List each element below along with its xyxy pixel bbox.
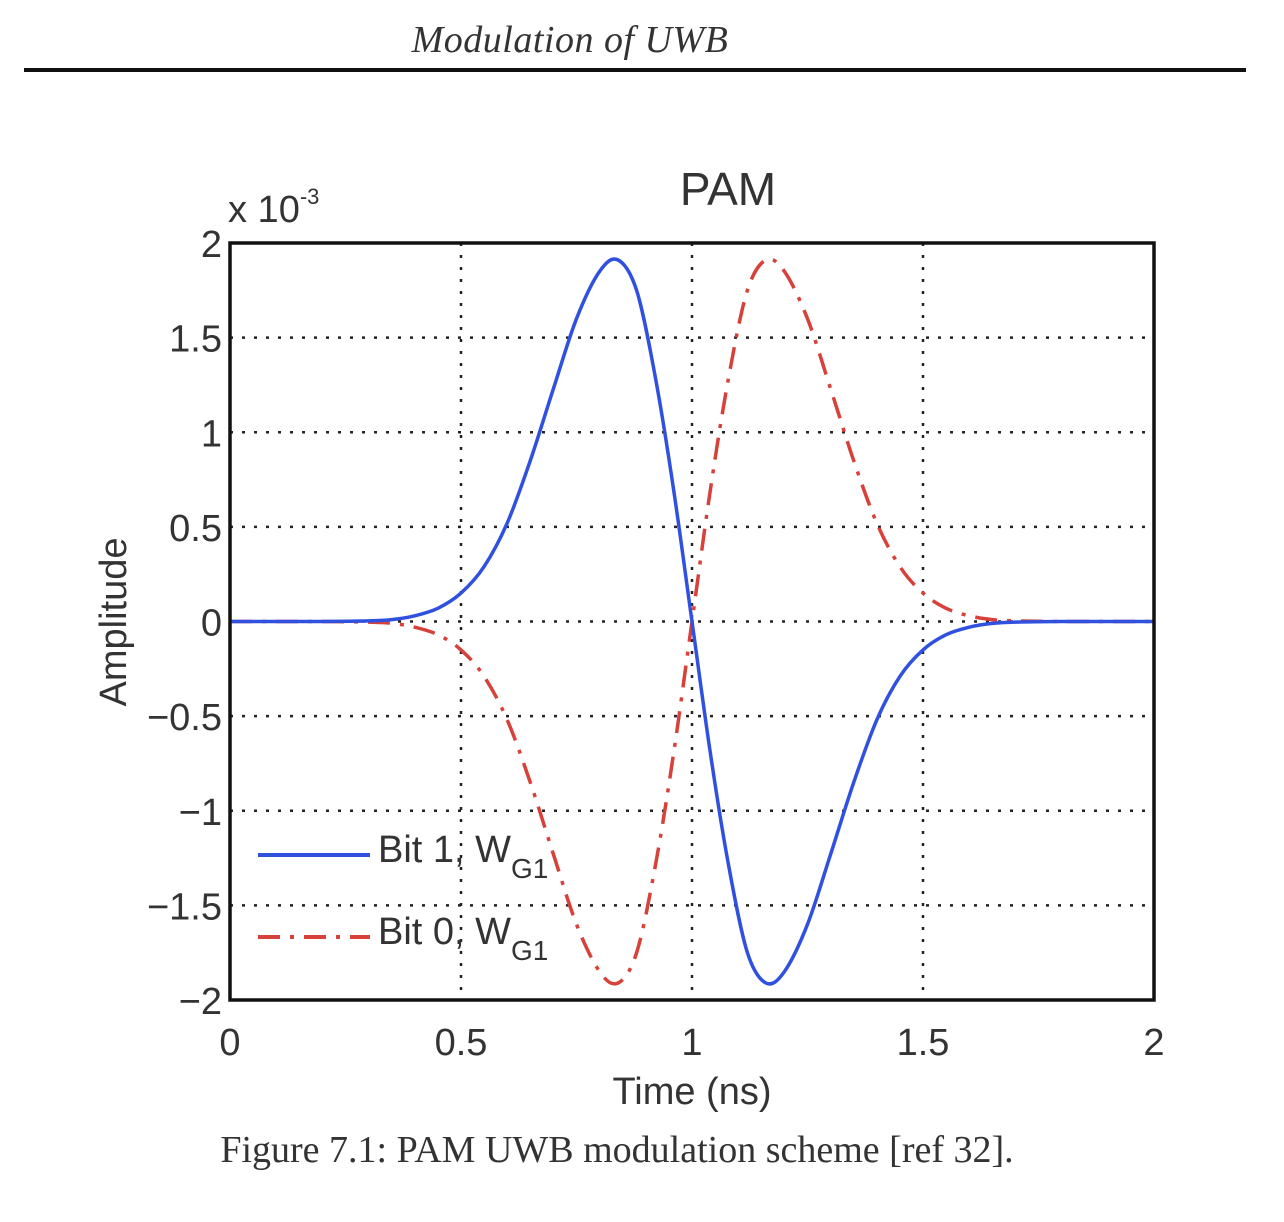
y-tick-label: −1 bbox=[179, 792, 222, 834]
y-tick-label: −2 bbox=[179, 981, 222, 1023]
y-tick-label: −0.5 bbox=[147, 697, 222, 739]
x-axis-label: Time (ns) bbox=[612, 1071, 771, 1113]
legend-name-bit-0: Bit 0, W bbox=[378, 911, 511, 953]
x-tick-label: 0.5 bbox=[435, 1022, 488, 1064]
x-tick-label: 1.5 bbox=[897, 1022, 950, 1064]
legend-label-bit-1: Bit 1, WG1 bbox=[378, 829, 548, 884]
y-tick-label: 2 bbox=[201, 224, 222, 266]
series-layer bbox=[229, 257, 1154, 986]
y-tick-label: −1.5 bbox=[147, 886, 222, 928]
y-multiplier-exponent: -3 bbox=[300, 184, 320, 209]
y-multiplier-base: x 10 bbox=[228, 189, 300, 231]
plot-frame bbox=[228, 241, 1156, 1002]
legend-name-bit-1: Bit 1, W bbox=[378, 829, 511, 871]
page-header: Modulation of UWB bbox=[411, 19, 729, 61]
legend-subscript-bit-1: G1 bbox=[511, 853, 548, 884]
figure-caption: Figure 7.1: PAM UWB modulation scheme [r… bbox=[220, 1129, 1014, 1171]
y-axis-label: Amplitude bbox=[93, 538, 135, 707]
y-tick-label: 1 bbox=[201, 413, 222, 455]
legend-label-bit-0: Bit 0, WG1 bbox=[378, 911, 548, 966]
y-tick-label: 0.5 bbox=[169, 508, 222, 550]
x-tick-label: 0 bbox=[219, 1022, 240, 1064]
legend: Bit 1, WG1 Bit 0, WG1 bbox=[258, 829, 548, 966]
header-rule bbox=[24, 68, 1246, 72]
x-tick-label: 2 bbox=[1143, 1022, 1164, 1064]
series-line-bit-1 bbox=[229, 257, 1154, 986]
legend-subscript-bit-0: G1 bbox=[511, 935, 548, 966]
tick-layer: 0 0.5 1 1.5 2 −2 −1.5 −1 −0.5 0 0.5 1 1.5 2 bbox=[147, 224, 1165, 1064]
x-tick-label: 1 bbox=[681, 1022, 702, 1064]
y-tick-label: 1.5 bbox=[169, 319, 222, 361]
y-multiplier: x 10-3 bbox=[228, 184, 319, 231]
chart-title: PAM bbox=[680, 163, 776, 215]
y-tick-label: 0 bbox=[201, 603, 222, 645]
